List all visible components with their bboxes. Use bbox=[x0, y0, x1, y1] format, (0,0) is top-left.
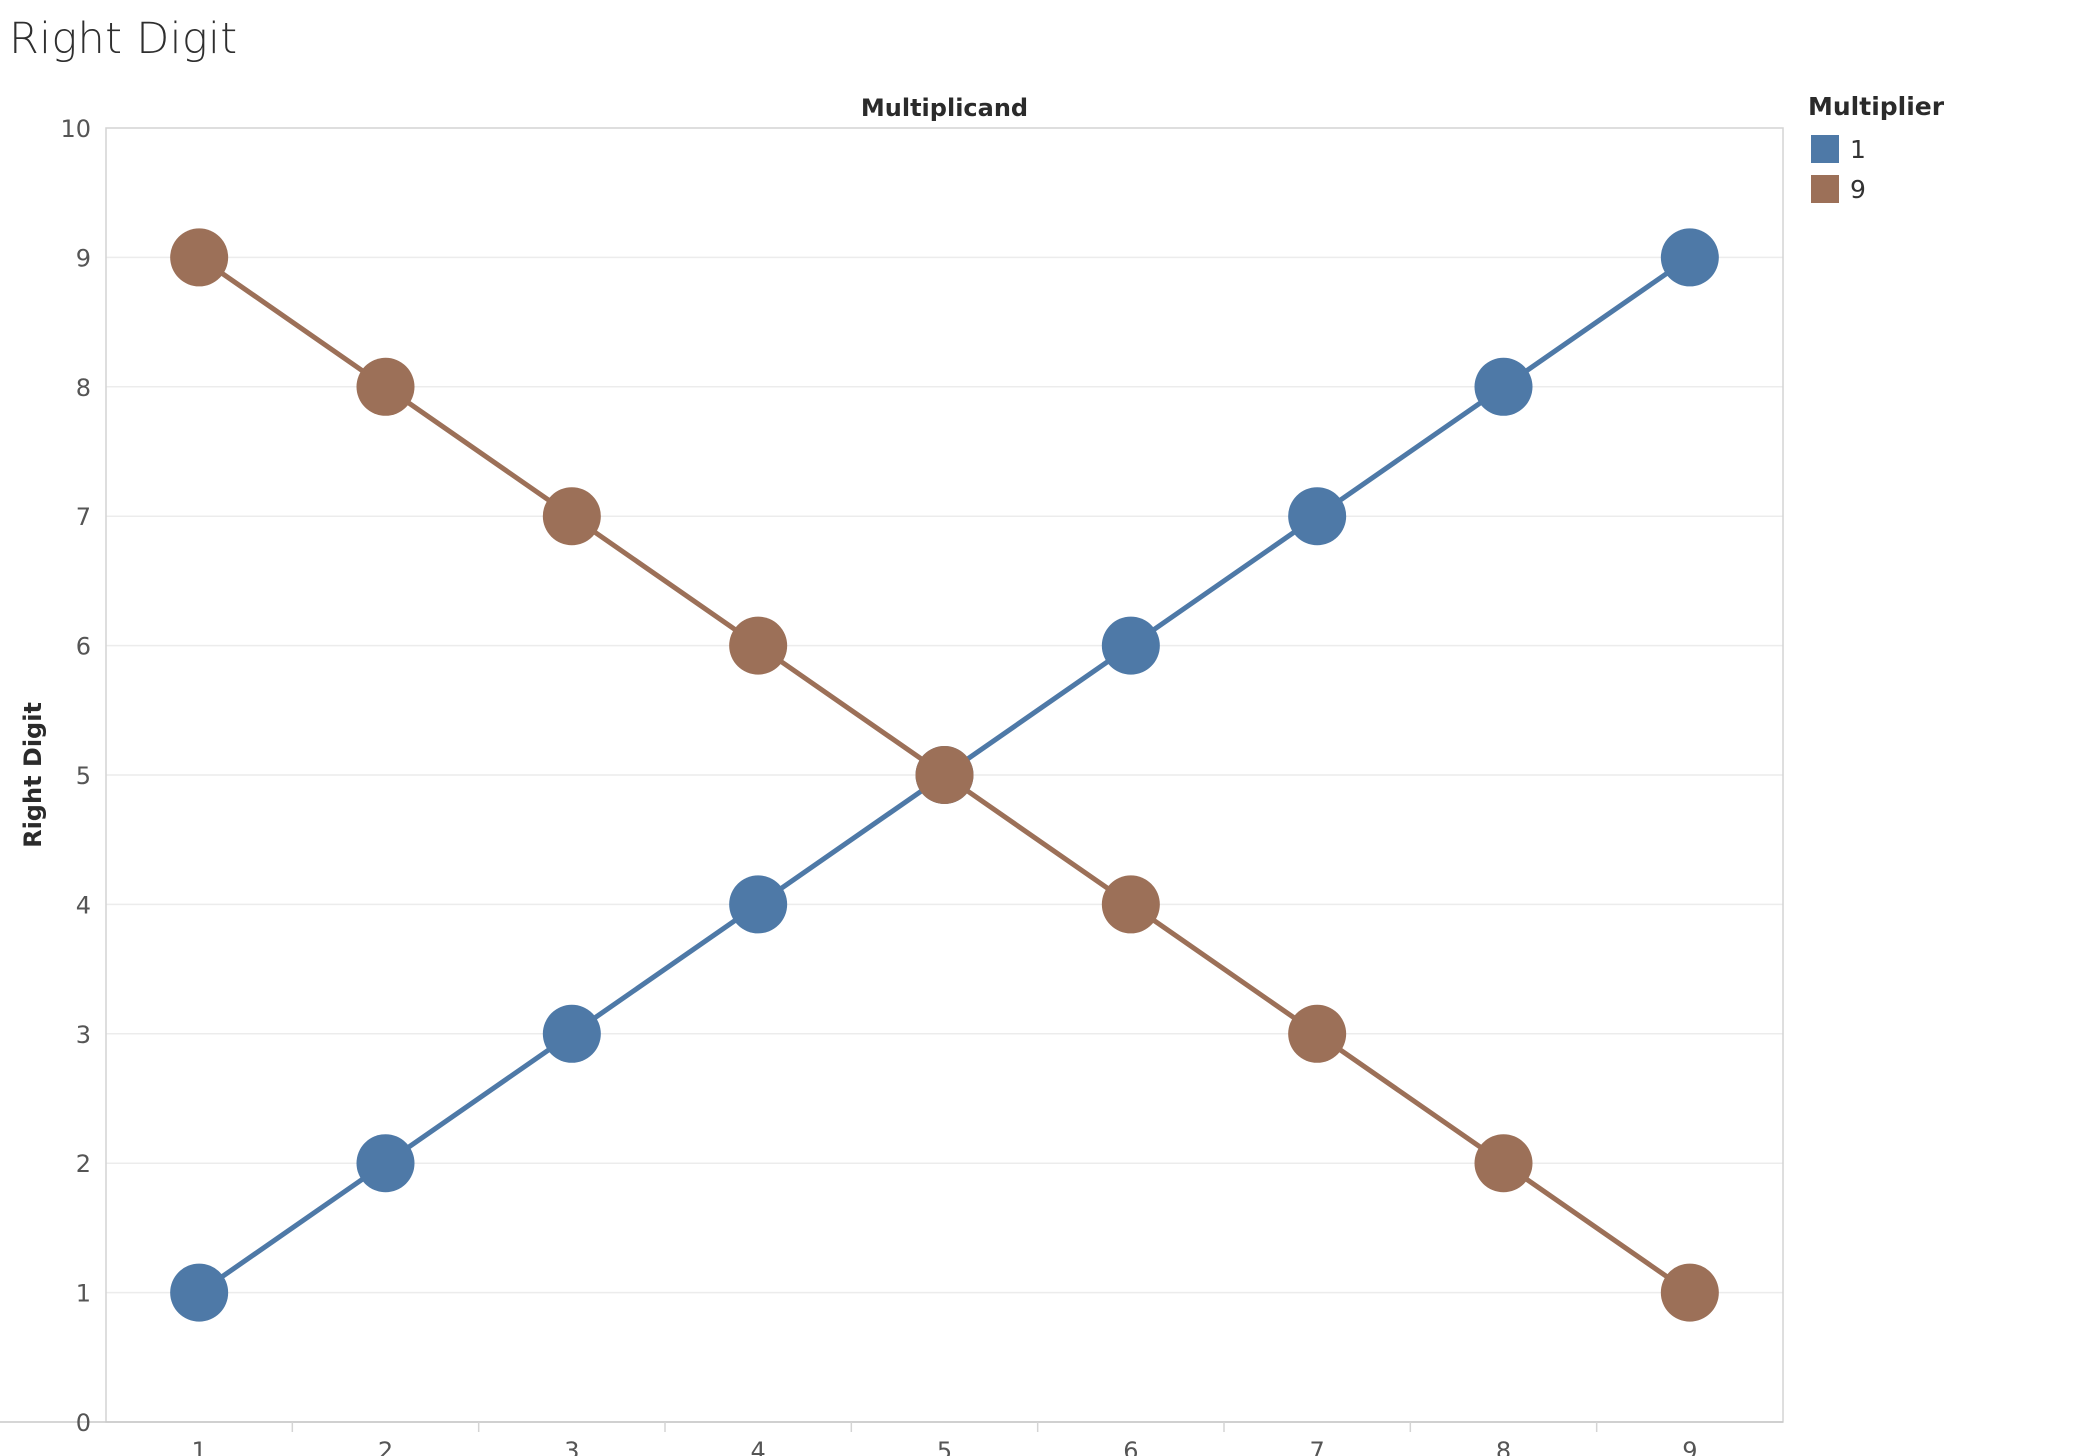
y-tick-label: 10 bbox=[60, 115, 91, 143]
x-axis-ticks: 1 2 3 4 5 6 7 8 9 bbox=[192, 1422, 1697, 1456]
legend-swatch bbox=[1811, 175, 1839, 203]
x-tick-label: 1 bbox=[192, 1437, 207, 1456]
x-axis-title: Multiplicand bbox=[861, 94, 1028, 122]
data-point[interactable] bbox=[1288, 1004, 1347, 1063]
x-tick-label: 5 bbox=[937, 1437, 952, 1456]
legend-label: 1 bbox=[1850, 134, 1866, 164]
x-tick-label: 9 bbox=[1682, 1437, 1697, 1456]
x-tick-label: 8 bbox=[1496, 1437, 1511, 1456]
y-tick-label: 7 bbox=[76, 503, 91, 531]
data-point[interactable] bbox=[729, 616, 788, 675]
data-point[interactable] bbox=[1288, 487, 1347, 546]
y-tick-label: 2 bbox=[76, 1150, 91, 1178]
y-tick-label: 1 bbox=[76, 1280, 91, 1308]
data-point[interactable] bbox=[170, 228, 229, 287]
sheet-title: Right Digit bbox=[9, 14, 238, 64]
legend-item-9[interactable]: 9 bbox=[1808, 169, 2048, 209]
y-tick-label: 0 bbox=[76, 1409, 91, 1437]
data-point[interactable] bbox=[1474, 1134, 1533, 1193]
data-point[interactable] bbox=[542, 487, 601, 546]
y-tick-label: 8 bbox=[76, 374, 91, 402]
y-tick-label: 5 bbox=[76, 762, 91, 790]
data-point[interactable] bbox=[1660, 228, 1719, 287]
data-point[interactable] bbox=[729, 875, 788, 934]
legend-title: Multiplier bbox=[1808, 92, 1945, 121]
data-point[interactable] bbox=[356, 357, 415, 416]
x-tick-label: 7 bbox=[1310, 1437, 1325, 1456]
data-point[interactable] bbox=[1101, 616, 1160, 675]
legend-label: 9 bbox=[1850, 174, 1866, 204]
data-point[interactable] bbox=[1101, 875, 1160, 934]
series-layer bbox=[170, 228, 1719, 1322]
x-tick-label: 4 bbox=[751, 1437, 766, 1456]
y-axis-title: Right Digit bbox=[19, 702, 47, 848]
data-point[interactable] bbox=[915, 746, 974, 804]
data-point[interactable] bbox=[170, 1263, 229, 1322]
y-axis-ticks: 0 1 2 3 4 5 6 7 8 9 10 bbox=[60, 115, 91, 1437]
legend-swatch bbox=[1811, 135, 1839, 163]
y-tick-label: 9 bbox=[76, 244, 91, 272]
data-point[interactable] bbox=[1474, 357, 1533, 416]
x-tick-label: 3 bbox=[564, 1437, 579, 1456]
data-point[interactable] bbox=[1660, 1263, 1719, 1322]
data-point[interactable] bbox=[542, 1004, 601, 1063]
y-tick-label: 6 bbox=[76, 633, 91, 661]
data-point[interactable] bbox=[356, 1134, 415, 1193]
x-tick-label: 2 bbox=[378, 1437, 393, 1456]
y-tick-label: 3 bbox=[76, 1021, 91, 1049]
legend-item-1[interactable]: 1 bbox=[1808, 129, 2048, 169]
legend: Multiplier 1 9 bbox=[1808, 92, 2048, 209]
x-tick-label: 6 bbox=[1123, 1437, 1138, 1456]
y-tick-label: 4 bbox=[76, 891, 91, 919]
